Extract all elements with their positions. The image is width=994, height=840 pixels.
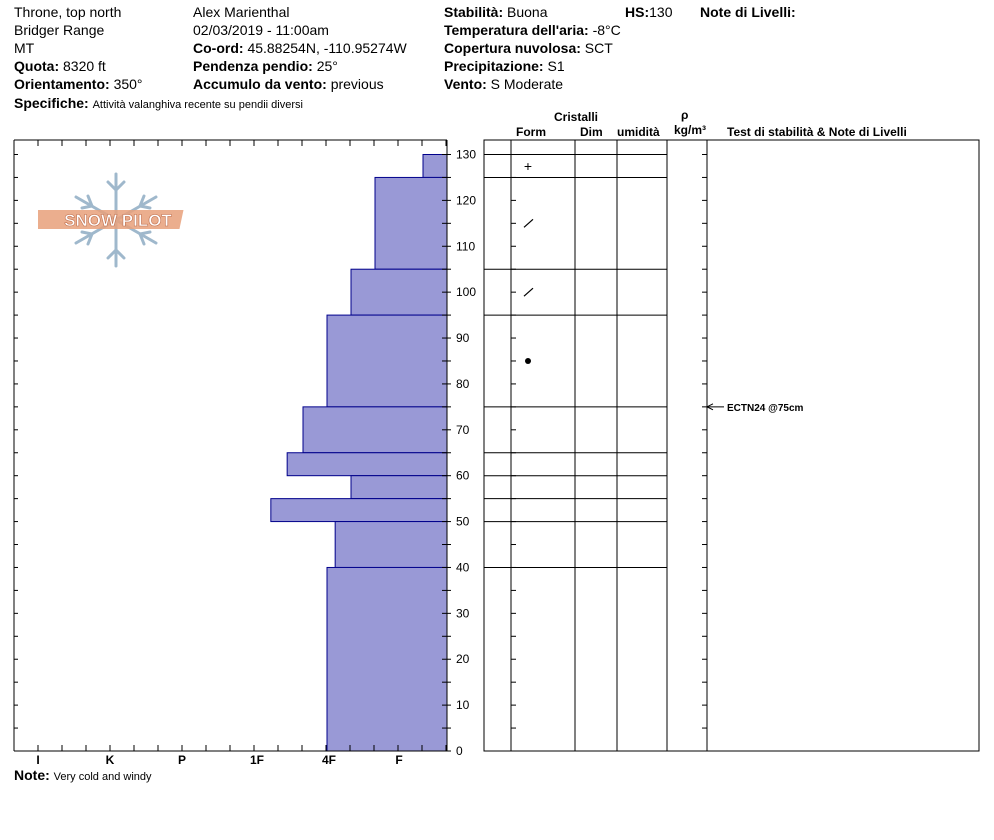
snowpilot-logo: SNOW PILOT [38,172,184,268]
stability: Stabilità: Buona [444,4,548,20]
crystal-form-symbol [523,287,534,297]
stability-label: Stabilità: [444,4,504,20]
layer-grid-frame [483,139,980,752]
wind-value: S Moderate [490,76,564,92]
form-header: Form [516,125,546,139]
details-label: Specifiche: [14,95,89,111]
depth-tick-label: 100 [456,285,476,299]
slope-label: Pendenza pendio: [193,58,313,74]
elevation-value: 8320 ft [63,58,106,74]
hardness-bar [326,314,448,408]
hardness-bar [374,176,448,270]
depth-tick-label: 110 [456,239,475,253]
depth-tick-label: 90 [456,331,470,345]
depth-tick-label: 10 [456,698,470,712]
density-symbol: ρ [681,108,689,122]
crystal-form-symbol: + [524,158,532,174]
stability-test-arrowhead [705,403,714,411]
state: MT [14,40,35,56]
wind-loading-value: previous [330,76,384,92]
crystal-form-symbol [525,357,531,364]
note-value: Very cold and windy [53,771,152,783]
hardness-bar [350,475,448,500]
location-name: Throne, top north [14,4,122,20]
observer-name: Alex Marienthal [193,4,290,20]
elevation: Quota: 8320 ft [14,58,106,74]
hardness-bar [334,521,448,568]
hardness-label: 4F [322,753,336,767]
hardness-bar [286,452,448,477]
hardness-label: K [106,753,115,767]
precip-label: Precipitazione: [444,58,544,74]
depth-tick-label: 120 [456,193,476,207]
sky-label: Copertura nuvolosa: [444,40,581,56]
hs-value: 130 [649,4,673,20]
hs-label: HS: [625,4,650,20]
note-label: Note: [14,767,50,783]
elevation-label: Quota: [14,58,60,74]
density-unit-header: kg/m³ [674,123,707,137]
crystals-header: Cristalli [554,110,599,124]
details: Specifiche: Attività valanghiva recente … [14,95,303,113]
observation-datetime: 02/03/2019 - 11:00am [193,22,329,38]
depth-tick-label: 60 [456,469,470,483]
hardness-label: 1F [250,753,264,767]
hardness-bar [422,153,448,178]
hardness-bar [350,268,448,316]
tests-header: Test di stabilità & Note di Livelli [727,125,907,139]
wind: Vento: S Moderate [444,76,563,92]
precip-value: S1 [547,58,565,74]
hardness-label: I [36,753,39,767]
wind-loading: Accumulo da vento: previous [193,76,384,92]
depth-tick-label: 0 [456,744,463,758]
stability-value: Buona [507,4,548,20]
depth-tick-label: 130 [456,147,476,161]
hardness-bar [270,498,448,523]
wind-loading-label: Accumulo da vento: [193,76,327,92]
slope-angle: Pendenza pendio: 25° [193,58,338,74]
hardness-label: P [178,753,186,767]
stability-test-label: ECTN24 @75cm [727,403,804,414]
precipitation: Precipitazione: S1 [444,58,565,74]
air-temperature: Temperatura dell'aria: -8°C [444,22,621,38]
aspect-label: Orientamento: [14,76,110,92]
layer-notes-title: Note di Livelli: [700,4,796,20]
air-temp-value: -8°C [592,22,621,38]
depth-tick-label: 30 [456,606,470,620]
hardness-bar [302,406,448,454]
slope-value: 25° [316,58,338,74]
moisture-header: umidità [617,125,660,139]
note: Note: Very cold and windy [14,767,152,785]
logo-text: SNOW PILOT [64,211,172,230]
sky-value: SCT [584,40,613,56]
depth-tick-label: 50 [456,515,470,529]
coordinates: Co-ord: 45.88254N, -110.95274W [193,40,407,56]
sky-cover: Copertura nuvolosa: SCT [444,40,613,56]
depth-tick-label: 70 [456,423,470,437]
snow-height: HS:130 [625,4,672,20]
aspect: Orientamento: 350° [14,76,143,92]
crystal-form-symbol [523,218,534,228]
aspect-value: 350° [113,76,143,92]
depth-tick-label: 20 [456,652,470,666]
coord-value: 45.88254N, -110.95274W [247,40,407,56]
hardness-label: F [395,753,402,767]
depth-tick-label: 80 [456,377,470,391]
mountain-range: Bridger Range [14,22,105,38]
coord-label: Co-ord: [193,40,244,56]
air-temp-label: Temperatura dell'aria: [444,22,589,38]
size-header: Dim [580,125,603,139]
details-value: Attività valanghiva recente su pendii di… [92,99,303,111]
depth-tick-label: 40 [456,560,470,574]
wind-label: Vento: [444,76,487,92]
hardness-bar [326,566,448,752]
